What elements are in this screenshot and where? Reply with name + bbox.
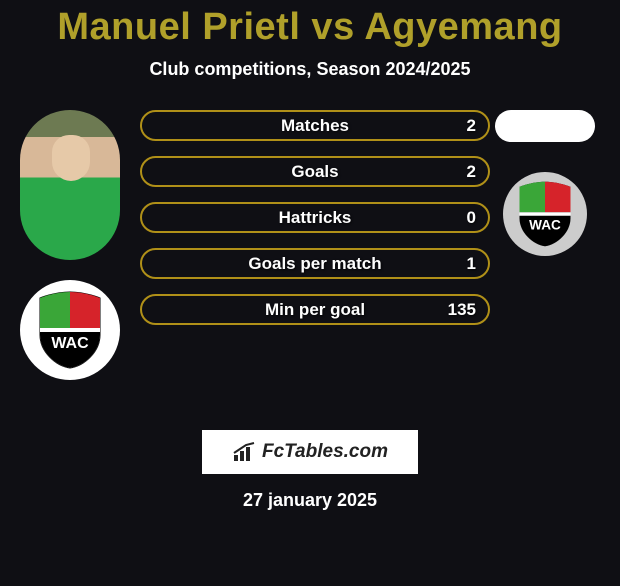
stat-row: Hattricks 0 bbox=[140, 202, 490, 233]
player-photo-right-placeholder bbox=[495, 110, 595, 142]
stat-label: Goals bbox=[142, 162, 488, 182]
stat-row: Goals 2 bbox=[140, 156, 490, 187]
svg-text:WAC: WAC bbox=[529, 217, 561, 232]
chart-icon bbox=[232, 441, 258, 463]
page-subtitle: Club competitions, Season 2024/2025 bbox=[10, 59, 610, 80]
stat-value: 2 bbox=[467, 162, 476, 182]
stat-label: Matches bbox=[142, 116, 488, 136]
stat-row: Goals per match 1 bbox=[140, 248, 490, 279]
wac-shield-icon: WAC bbox=[516, 180, 574, 248]
right-player-column: WAC bbox=[490, 110, 600, 256]
player-photo-left bbox=[20, 110, 120, 260]
club-badge-left: WAC bbox=[20, 280, 120, 380]
club-badge-right: WAC bbox=[503, 172, 587, 256]
wac-shield-icon: WAC bbox=[36, 290, 104, 370]
stat-value: 1 bbox=[467, 254, 476, 274]
brand-box: FcTables.com bbox=[202, 430, 418, 474]
stat-value: 2 bbox=[467, 116, 476, 136]
stat-value: 135 bbox=[448, 300, 476, 320]
brand-label: FcTables.com bbox=[262, 441, 388, 463]
left-player-column: WAC bbox=[10, 110, 130, 380]
stat-label: Hattricks bbox=[142, 208, 488, 228]
stat-row: Matches 2 bbox=[140, 110, 490, 141]
footer-date: 27 january 2025 bbox=[10, 490, 610, 511]
stat-row: Min per goal 135 bbox=[140, 294, 490, 325]
stat-label: Min per goal bbox=[142, 300, 488, 320]
page-title: Manuel Prietl vs Agyemang bbox=[10, 6, 610, 49]
svg-text:WAC: WAC bbox=[51, 335, 89, 352]
stat-label: Goals per match bbox=[142, 254, 488, 274]
comparison-content: WAC WAC Matches 2 bbox=[10, 110, 610, 390]
stats-list: Matches 2 Goals 2 Hattricks 0 Goals per … bbox=[140, 110, 490, 340]
stat-value: 0 bbox=[467, 208, 476, 228]
